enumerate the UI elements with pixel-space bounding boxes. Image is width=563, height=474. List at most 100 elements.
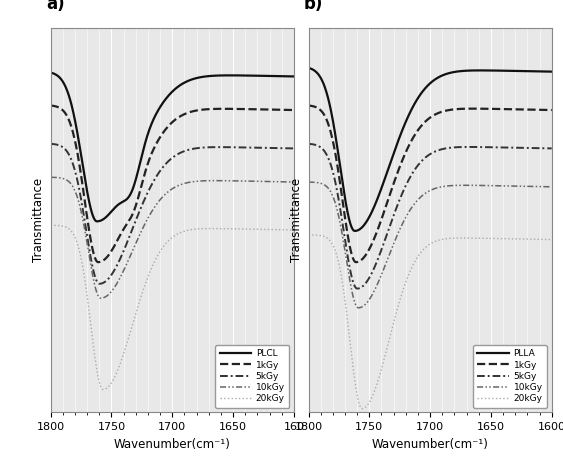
5kGy bbox=[232, 145, 239, 150]
10kGy bbox=[453, 182, 460, 188]
20kGy bbox=[515, 236, 522, 242]
10kGy bbox=[490, 183, 497, 189]
PLLA bbox=[351, 228, 358, 234]
10kGy bbox=[195, 178, 202, 184]
PLCL bbox=[195, 75, 202, 81]
10kGy bbox=[515, 183, 522, 189]
5kGy bbox=[195, 145, 202, 151]
1kGy bbox=[189, 109, 195, 114]
20kGy bbox=[203, 226, 209, 231]
PLCL bbox=[47, 70, 54, 75]
PLCL bbox=[203, 73, 209, 79]
20kGy bbox=[461, 235, 467, 241]
20kGy bbox=[100, 387, 106, 392]
10kGy bbox=[203, 178, 209, 183]
20kGy bbox=[195, 226, 202, 232]
PLCL bbox=[291, 73, 297, 79]
1kGy bbox=[203, 107, 209, 112]
5kGy bbox=[461, 144, 467, 150]
20kGy bbox=[305, 232, 312, 237]
5kGy bbox=[305, 141, 312, 146]
10kGy bbox=[320, 182, 327, 187]
PLLA bbox=[548, 69, 555, 74]
Line: 10kGy: 10kGy bbox=[309, 182, 552, 308]
5kGy bbox=[490, 145, 497, 150]
1kGy bbox=[548, 107, 555, 113]
20kGy bbox=[257, 227, 264, 232]
10kGy bbox=[257, 179, 264, 184]
10kGy bbox=[189, 179, 195, 185]
5kGy bbox=[96, 281, 103, 287]
1kGy bbox=[195, 107, 202, 113]
20kGy bbox=[320, 233, 327, 239]
1kGy bbox=[232, 106, 239, 112]
Line: 5kGy: 5kGy bbox=[309, 144, 552, 289]
PLLA bbox=[461, 68, 467, 74]
10kGy bbox=[305, 179, 312, 185]
Line: PLCL: PLCL bbox=[51, 73, 294, 221]
10kGy bbox=[355, 305, 362, 310]
5kGy bbox=[446, 145, 453, 151]
PLLA bbox=[490, 68, 497, 73]
Line: PLLA: PLLA bbox=[309, 68, 552, 231]
20kGy bbox=[232, 226, 239, 232]
Text: a): a) bbox=[46, 0, 64, 13]
Line: 20kGy: 20kGy bbox=[309, 235, 552, 409]
5kGy bbox=[354, 286, 360, 292]
1kGy bbox=[453, 106, 460, 112]
1kGy bbox=[47, 103, 54, 109]
5kGy bbox=[291, 146, 297, 151]
1kGy bbox=[446, 107, 453, 113]
1kGy bbox=[95, 259, 101, 265]
PLLA bbox=[320, 81, 327, 86]
10kGy bbox=[62, 177, 69, 182]
Text: b): b) bbox=[303, 0, 323, 13]
PLCL bbox=[93, 219, 100, 224]
1kGy bbox=[490, 106, 497, 112]
20kGy bbox=[548, 237, 555, 243]
5kGy bbox=[47, 141, 54, 146]
PLLA bbox=[453, 69, 460, 74]
Line: 1kGy: 1kGy bbox=[51, 106, 294, 262]
1kGy bbox=[461, 106, 467, 111]
X-axis label: Wavenumber(cm⁻¹): Wavenumber(cm⁻¹) bbox=[114, 438, 231, 451]
10kGy bbox=[47, 174, 54, 180]
Line: 10kGy: 10kGy bbox=[51, 177, 294, 298]
PLLA bbox=[515, 68, 522, 74]
Line: 1kGy: 1kGy bbox=[309, 106, 552, 262]
20kGy bbox=[189, 227, 195, 232]
5kGy bbox=[548, 146, 555, 151]
5kGy bbox=[189, 146, 195, 152]
Y-axis label: Transmittance: Transmittance bbox=[32, 178, 45, 263]
20kGy bbox=[47, 222, 54, 228]
PLLA bbox=[305, 65, 312, 71]
1kGy bbox=[291, 107, 297, 113]
10kGy bbox=[232, 178, 239, 184]
10kGy bbox=[446, 183, 453, 189]
10kGy bbox=[548, 184, 555, 190]
Legend: PLCL, 1kGy, 5kGy, 10kGy, 20kGy: PLCL, 1kGy, 5kGy, 10kGy, 20kGy bbox=[215, 345, 289, 408]
Line: 5kGy: 5kGy bbox=[51, 144, 294, 284]
10kGy bbox=[291, 179, 297, 185]
PLCL bbox=[189, 76, 195, 82]
5kGy bbox=[320, 147, 327, 153]
PLLA bbox=[446, 70, 453, 76]
5kGy bbox=[453, 145, 460, 150]
5kGy bbox=[203, 145, 209, 150]
Line: 20kGy: 20kGy bbox=[51, 225, 294, 390]
PLCL bbox=[232, 73, 239, 78]
1kGy bbox=[352, 259, 359, 265]
20kGy bbox=[291, 227, 297, 233]
1kGy bbox=[320, 111, 327, 117]
10kGy bbox=[461, 182, 467, 188]
5kGy bbox=[515, 145, 522, 151]
Y-axis label: Transmittance: Transmittance bbox=[290, 178, 303, 263]
10kGy bbox=[97, 295, 104, 301]
PLCL bbox=[62, 84, 69, 90]
5kGy bbox=[257, 145, 264, 151]
20kGy bbox=[490, 236, 497, 241]
1kGy bbox=[515, 107, 522, 112]
20kGy bbox=[359, 406, 365, 411]
Legend: PLLA, 1kGy, 5kGy, 10kGy, 20kGy: PLLA, 1kGy, 5kGy, 10kGy, 20kGy bbox=[473, 345, 547, 408]
20kGy bbox=[446, 236, 453, 241]
